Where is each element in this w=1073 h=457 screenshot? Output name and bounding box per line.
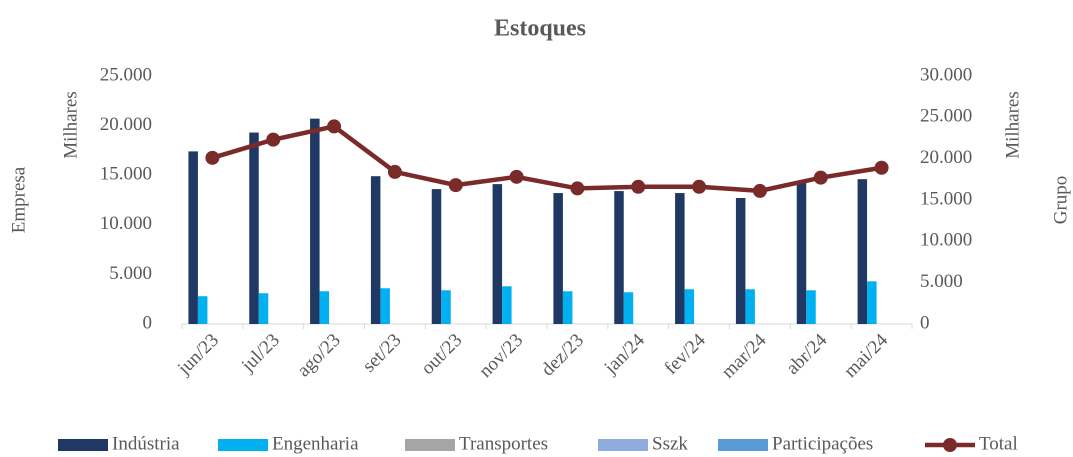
marker bbox=[448, 178, 463, 193]
x-tick-label: jul/23 bbox=[237, 330, 284, 377]
legend-label: Participações bbox=[772, 433, 873, 454]
marker bbox=[570, 181, 585, 196]
legend-label: Transportes bbox=[459, 433, 548, 454]
bar bbox=[857, 179, 868, 324]
bar bbox=[502, 286, 512, 324]
x-tick-label: mai/24 bbox=[840, 329, 893, 382]
bar bbox=[319, 291, 330, 324]
y-axis-unit: Milhares bbox=[60, 91, 81, 159]
y2-tick-label: 10.000 bbox=[920, 230, 972, 251]
y-tick-label: 0 bbox=[143, 312, 153, 333]
bar bbox=[553, 193, 563, 324]
x-tick-label: nov/23 bbox=[475, 330, 527, 382]
x-tick-label: ago/23 bbox=[293, 330, 344, 381]
marker bbox=[205, 150, 220, 165]
legend-label: Engenharia bbox=[272, 433, 359, 454]
x-tick-label: dez/23 bbox=[537, 330, 588, 381]
bar bbox=[249, 132, 259, 324]
chart-title: Estoques bbox=[494, 16, 586, 42]
legend-label: Indústria bbox=[112, 433, 180, 454]
bar bbox=[735, 198, 746, 324]
y2-axis-title: Grupo bbox=[1050, 176, 1071, 225]
bar bbox=[806, 290, 816, 324]
marker bbox=[327, 119, 342, 134]
bar bbox=[623, 292, 634, 324]
marker bbox=[266, 132, 281, 147]
x-tick-label: abr/24 bbox=[782, 329, 832, 379]
y-tick-label: 25.000 bbox=[100, 64, 152, 85]
bar bbox=[370, 176, 381, 324]
y2-tick-label: 5.000 bbox=[920, 271, 963, 292]
y-tick-label: 20.000 bbox=[100, 114, 152, 135]
marker bbox=[692, 179, 707, 194]
y2-tick-label: 25.000 bbox=[920, 106, 972, 127]
bar bbox=[441, 290, 451, 324]
line bbox=[211, 124, 882, 194]
bar bbox=[380, 288, 390, 324]
y-axis-title: Empresa bbox=[8, 166, 29, 233]
bar bbox=[745, 289, 755, 324]
bar bbox=[431, 189, 442, 324]
legend-label: Total bbox=[979, 433, 1018, 454]
y2-tick-label: 15.000 bbox=[920, 188, 972, 209]
legend-swatch bbox=[943, 438, 957, 452]
y-tick-label: 10.000 bbox=[100, 213, 152, 234]
legend-swatch bbox=[598, 439, 648, 451]
bar bbox=[310, 118, 320, 324]
marker bbox=[874, 160, 889, 175]
marker bbox=[631, 179, 646, 194]
y2-axis-unit: Milhares bbox=[1002, 91, 1023, 159]
legend-swatch bbox=[405, 439, 455, 451]
legend-swatch bbox=[58, 439, 108, 451]
marker bbox=[509, 169, 524, 184]
marker bbox=[752, 183, 767, 198]
bar bbox=[258, 293, 269, 324]
marker bbox=[813, 170, 828, 185]
y-tick-label: 15.000 bbox=[100, 164, 152, 185]
x-tick-label: out/23 bbox=[417, 330, 466, 379]
marker bbox=[387, 164, 402, 179]
y2-tick-label: 0 bbox=[920, 312, 930, 333]
x-tick-label: fev/24 bbox=[661, 329, 711, 379]
legend-label: Sszk bbox=[652, 433, 688, 454]
legend-swatch bbox=[218, 439, 268, 451]
x-tick-label: jun/23 bbox=[173, 330, 223, 380]
bar bbox=[684, 289, 695, 324]
bar bbox=[188, 151, 198, 324]
bar bbox=[197, 296, 208, 324]
y2-tick-label: 20.000 bbox=[920, 147, 972, 168]
bar bbox=[492, 184, 503, 324]
bar bbox=[562, 291, 573, 324]
bar bbox=[614, 191, 624, 324]
x-tick-label: jan/24 bbox=[600, 329, 649, 378]
bar bbox=[796, 182, 807, 324]
y2-tick-label: 30.000 bbox=[920, 64, 972, 85]
bar bbox=[675, 193, 685, 324]
y-tick-label: 5.000 bbox=[109, 263, 152, 284]
x-tick-label: set/23 bbox=[359, 330, 406, 377]
legend-swatch bbox=[718, 439, 768, 451]
bar bbox=[867, 281, 877, 324]
x-tick-label: mar/24 bbox=[718, 329, 771, 382]
